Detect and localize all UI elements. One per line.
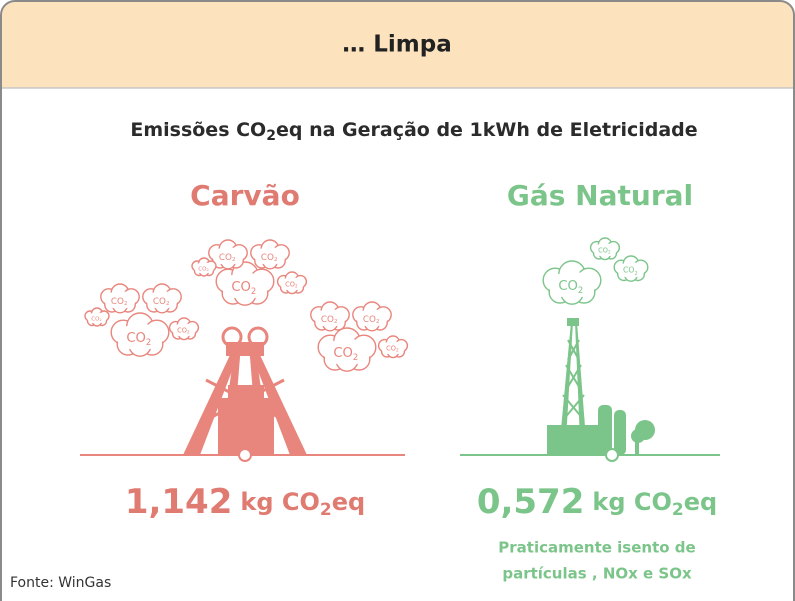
co2-cloud: CO2: [85, 308, 109, 326]
cloud-text: CO: [153, 296, 166, 306]
cloud-subscript: 2: [396, 347, 399, 352]
cloud-text: CO: [598, 247, 608, 255]
cloud-subscript: 2: [166, 301, 170, 307]
cloud-subscript: 2: [146, 336, 151, 346]
cloud-subscript: 2: [232, 257, 236, 263]
cloud-subscript: 2: [578, 284, 583, 294]
cloud-text: CO: [91, 316, 100, 322]
subtitle-text: Emissões CO: [130, 119, 266, 141]
unit: eq: [684, 488, 717, 516]
cloud-subscript: 2: [608, 249, 611, 254]
co2-cloud: CO2: [379, 336, 408, 358]
cloud-text: CO: [321, 314, 334, 324]
cloud-subscript: 2: [376, 319, 380, 325]
slide: … Limpa Emissões CO2eq na Geração de 1kW…: [0, 0, 795, 601]
cloud-text: CO: [333, 346, 353, 361]
co2-cloud: CO2: [614, 256, 648, 281]
cloud-text: CO: [558, 279, 578, 294]
cloud-subscript: 2: [206, 268, 208, 272]
cloud-text: CO: [198, 266, 207, 272]
cloud-text: CO: [285, 281, 295, 289]
cloud-text: CO: [623, 266, 634, 275]
cloud-text: CO: [219, 252, 232, 262]
cloud-text: CO: [111, 296, 124, 306]
unit: kg CO: [592, 488, 672, 516]
cloud-subscript: 2: [187, 329, 190, 334]
cloud-text: CO: [386, 345, 396, 353]
page: {"header": {"title": "… Limpa"}, "subtit…: [0, 0, 795, 601]
cloud-subscript: 2: [634, 270, 637, 276]
cloud-text: CO: [177, 327, 187, 335]
note-line: partículas , NOx e SOx: [502, 565, 692, 583]
header-title: … Limpa: [342, 32, 452, 58]
panel-title: Gás Natural: [507, 179, 693, 212]
panel-title: Carvão: [190, 179, 300, 212]
cloud-text: CO: [261, 252, 274, 262]
subtitle: Emissões CO2eq na Geração de 1kWh de Ele…: [130, 119, 697, 145]
subtitle-text: eq na Geração de 1kWh de Eletricidade: [276, 119, 698, 141]
cloud-subscript: 2: [124, 301, 128, 307]
note-line: Praticamente isento de: [498, 539, 695, 557]
co2-cloud: CO2: [591, 238, 620, 260]
cloud-subscript: 2: [99, 318, 101, 322]
cloud-subscript: 2: [251, 285, 256, 295]
cloud-text: CO: [363, 314, 376, 324]
cloud-subscript: 2: [334, 319, 338, 325]
unit-subscript: 2: [672, 500, 684, 520]
unit: eq: [332, 488, 365, 516]
unit-subscript: 2: [320, 500, 332, 520]
value: 0,572: [477, 482, 585, 522]
cloud-text: CO: [126, 331, 146, 346]
source: Fonte: WinGas: [10, 575, 111, 591]
cloud-text: CO: [231, 280, 251, 295]
subtitle-subscript: 2: [266, 128, 276, 144]
co2-cloud: CO2: [278, 272, 307, 294]
value: 1,142: [125, 482, 233, 522]
co2-cloud: CO2: [192, 258, 216, 276]
cloud-subscript: 2: [295, 283, 298, 288]
unit: kg CO: [240, 488, 320, 516]
cloud-subscript: 2: [353, 351, 358, 361]
co2-cloud: CO2: [170, 318, 199, 340]
cloud-subscript: 2: [274, 257, 278, 263]
